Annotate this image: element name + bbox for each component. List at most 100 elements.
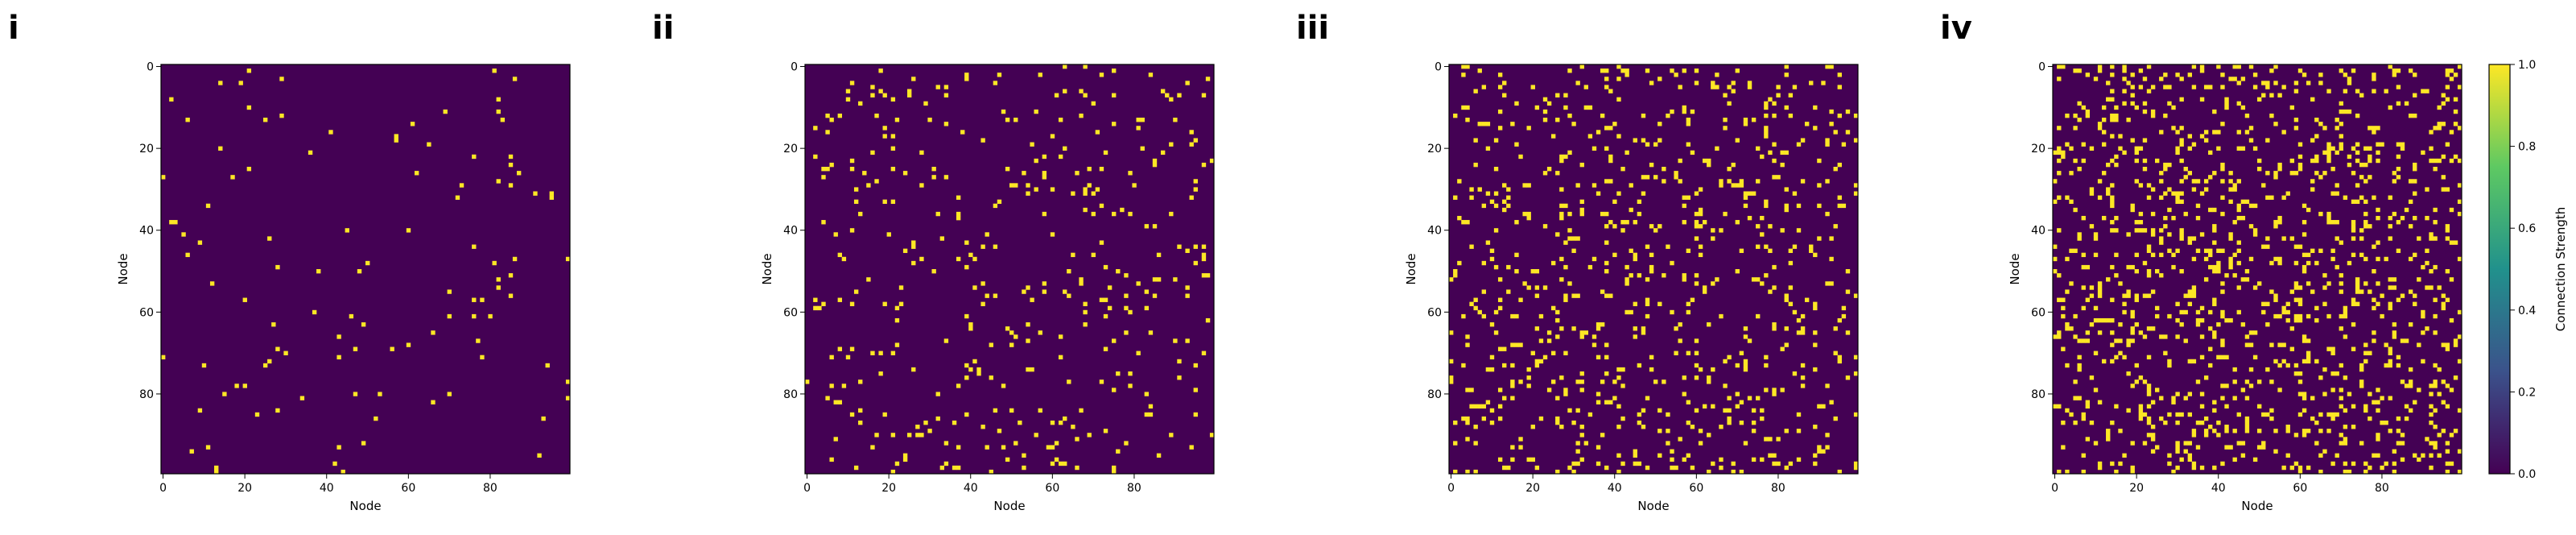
heatmap-cell bbox=[2273, 220, 2278, 225]
heatmap-cell bbox=[263, 118, 268, 122]
heatmap-cell bbox=[2281, 130, 2286, 135]
heatmap-cell bbox=[1453, 269, 1458, 274]
heatmap-cell bbox=[336, 445, 341, 450]
heatmap-cell bbox=[2212, 264, 2217, 270]
heatmap-cell bbox=[2289, 158, 2295, 164]
heatmap-cell bbox=[2273, 449, 2278, 454]
heatmap-cell bbox=[2228, 187, 2233, 192]
heatmap-cell bbox=[853, 465, 859, 471]
heatmap-cell bbox=[919, 433, 924, 438]
heatmap-cell bbox=[336, 334, 341, 339]
heatmap-cell bbox=[2093, 252, 2099, 258]
heatmap-cell bbox=[952, 465, 957, 471]
heatmap-cell bbox=[2077, 101, 2082, 106]
heatmap-cell bbox=[1686, 248, 1691, 253]
heatmap-cell bbox=[1747, 338, 1752, 343]
heatmap-cell bbox=[2445, 187, 2450, 192]
heatmap-cell bbox=[2118, 134, 2123, 139]
heatmap-cell bbox=[2155, 388, 2160, 392]
heatmap-cell bbox=[2053, 244, 2058, 249]
heatmap-cell bbox=[1813, 105, 1818, 110]
heatmap-cell bbox=[890, 350, 896, 355]
heatmap-cell bbox=[2224, 445, 2229, 450]
heatmap-cell bbox=[1825, 445, 1830, 450]
heatmap-cell bbox=[2167, 461, 2172, 467]
heatmap-cell bbox=[2208, 264, 2213, 270]
heatmap-cell bbox=[2122, 77, 2127, 81]
heatmap-cell bbox=[2351, 425, 2356, 429]
heatmap-cell bbox=[1481, 203, 1487, 209]
heatmap-cell bbox=[1152, 162, 1158, 168]
heatmap-cell bbox=[2347, 77, 2352, 81]
heatmap-cell bbox=[845, 97, 851, 102]
heatmap-cell bbox=[1497, 457, 1503, 462]
heatmap-cell bbox=[1788, 248, 1794, 253]
heatmap-cell bbox=[2330, 461, 2335, 467]
heatmap-cell bbox=[2232, 252, 2237, 258]
y-tick-label: 60 bbox=[783, 306, 798, 319]
heatmap-cell bbox=[2191, 289, 2197, 294]
heatmap-cell bbox=[2093, 236, 2099, 241]
heatmap-cell bbox=[2449, 461, 2454, 467]
heatmap-cell bbox=[1809, 248, 1814, 253]
heatmap-cell bbox=[1645, 244, 1650, 249]
heatmap-cell bbox=[1022, 465, 1026, 471]
heatmap-cell bbox=[1083, 322, 1088, 327]
heatmap-cell bbox=[1148, 330, 1154, 335]
heatmap-cell bbox=[1103, 313, 1108, 319]
heatmap-cell bbox=[1629, 207, 1633, 213]
heatmap-cell bbox=[1575, 236, 1580, 241]
heatmap-cell bbox=[2301, 392, 2307, 396]
heatmap-cell bbox=[2244, 416, 2250, 421]
heatmap-cell bbox=[2392, 330, 2397, 335]
heatmap-cell bbox=[1653, 175, 1658, 180]
heatmap-cell bbox=[2363, 342, 2368, 347]
heatmap-cell bbox=[2400, 457, 2405, 462]
heatmap-cell bbox=[1497, 297, 1503, 302]
heatmap-cell bbox=[1555, 334, 1560, 339]
heatmap-cell bbox=[1530, 457, 1535, 462]
heatmap-cell bbox=[2257, 445, 2262, 450]
heatmap-cell bbox=[1776, 461, 1781, 467]
heatmap-cell bbox=[1583, 441, 1589, 446]
heatmap-cell bbox=[2265, 367, 2270, 372]
heatmap-cell bbox=[985, 445, 989, 450]
heatmap-cell bbox=[1579, 388, 1584, 392]
heatmap-cell bbox=[242, 297, 247, 302]
heatmap-cell bbox=[1013, 441, 1018, 446]
heatmap-cell bbox=[2265, 81, 2270, 85]
heatmap-cell bbox=[1026, 183, 1030, 188]
heatmap-cell bbox=[2106, 277, 2111, 282]
heatmap-cell bbox=[1698, 224, 1703, 229]
heatmap-cell bbox=[1670, 449, 1674, 454]
heatmap-cell bbox=[1731, 89, 1736, 93]
heatmap-cell bbox=[2093, 305, 2099, 311]
heatmap-cell bbox=[1156, 252, 1162, 258]
heatmap-cell bbox=[1637, 420, 1642, 425]
heatmap-cell bbox=[1624, 68, 1629, 73]
heatmap-cell bbox=[1841, 313, 1847, 319]
colorbar-tick-label: 0.0 bbox=[2518, 468, 2536, 481]
heatmap-cell bbox=[849, 228, 855, 233]
heatmap-cell bbox=[2089, 224, 2095, 229]
heatmap-cell bbox=[2359, 195, 2364, 200]
heatmap-cell bbox=[1698, 252, 1703, 258]
heatmap-cell bbox=[1653, 142, 1658, 147]
heatmap-cell bbox=[1825, 64, 1830, 69]
heatmap-cell bbox=[1120, 207, 1125, 213]
heatmap-cell bbox=[480, 355, 485, 360]
heatmap-cell bbox=[1559, 154, 1564, 160]
heatmap-cell bbox=[2355, 281, 2360, 286]
heatmap-cell bbox=[1144, 289, 1150, 294]
heatmap-cell bbox=[2425, 215, 2429, 221]
heatmap-cell bbox=[1682, 392, 1686, 396]
heatmap-cell bbox=[1526, 457, 1531, 462]
heatmap-cell bbox=[1657, 453, 1662, 458]
heatmap-cell bbox=[2273, 313, 2278, 319]
heatmap-cell bbox=[2293, 81, 2299, 85]
heatmap-cell bbox=[1645, 277, 1650, 282]
heatmap-cell bbox=[2248, 126, 2254, 131]
heatmap-cell bbox=[1666, 429, 1670, 433]
heatmap-cell bbox=[2114, 113, 2119, 118]
